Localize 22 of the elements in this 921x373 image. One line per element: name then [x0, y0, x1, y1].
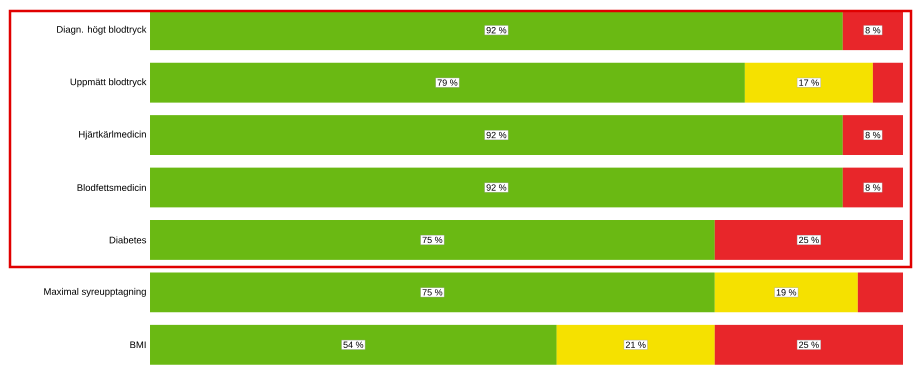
data-label: 25 %: [799, 236, 819, 244]
data-label: 8 %: [866, 27, 880, 34]
data-label: 8 %: [866, 184, 880, 191]
data-label: 92 %: [486, 132, 506, 138]
y-tick-label: Diagn. högt blodtryck: [57, 26, 146, 35]
data-label: 8 %: [866, 132, 880, 138]
data-label: 54 %: [343, 342, 364, 348]
y-tick-label: Diabetes: [110, 236, 146, 244]
data-label: 19 %: [776, 289, 796, 296]
data-label: 17 %: [799, 80, 819, 86]
y-tick-label: Maximal syreupptagning: [44, 288, 146, 297]
y-tick-label: BMI: [130, 342, 146, 348]
data-label: 92 %: [486, 27, 506, 34]
data-label: 75 %: [422, 236, 442, 244]
data-label: 21 %: [626, 342, 646, 348]
y-tick-label: Hjärtkärlmedicin: [79, 130, 146, 140]
data-label: 79 %: [438, 79, 458, 86]
y-tick-label: Blodfettsmedicin: [78, 184, 146, 191]
y-tick-label: Uppmätt blodtryck: [70, 78, 146, 88]
data-label: 75 %: [422, 289, 442, 296]
data-label: 25 %: [799, 342, 819, 348]
data-label: 92 %: [486, 184, 506, 191]
